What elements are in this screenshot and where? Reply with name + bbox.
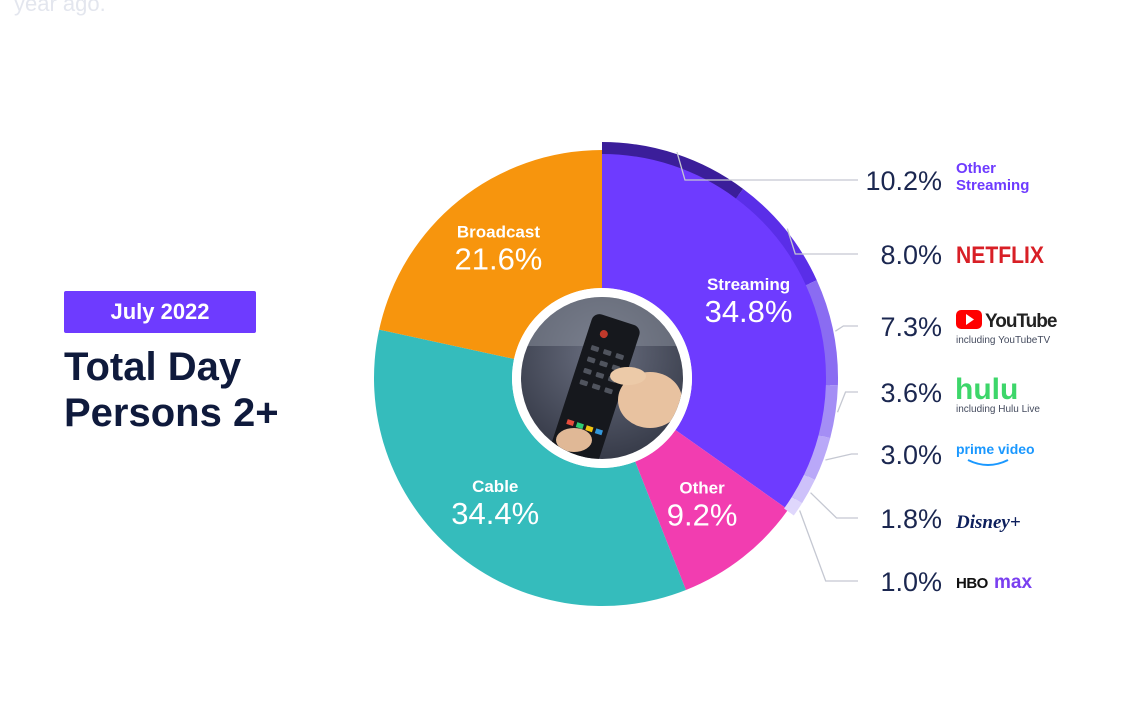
- slice-cable: [374, 329, 686, 606]
- legend-value-other-streaming: 10.2%: [865, 166, 942, 196]
- ring-segment-other-streaming: [602, 142, 744, 199]
- date-badge: July 2022: [64, 291, 256, 333]
- legend-label-other-streaming-1: Other: [956, 160, 996, 177]
- leader-line-prime-video: [825, 453, 858, 461]
- legend-value-prime-video: 3.0%: [880, 440, 942, 470]
- leader-line-disney: [810, 492, 858, 519]
- leader-line-other-streaming: [676, 151, 858, 181]
- leader-line-youtube: [834, 325, 858, 332]
- play-triangle-icon: [966, 314, 974, 325]
- slice-label-cable: Cable: [472, 477, 518, 496]
- slice-value-streaming: 34.8%: [705, 294, 793, 329]
- ring-segment-netflix: [735, 188, 817, 286]
- slice-streaming: [602, 150, 830, 510]
- ring-segment-disney: [791, 474, 815, 504]
- netflix-logo: NETFLIX: [956, 242, 1044, 269]
- youtube-wordmark: YouTube: [985, 311, 1057, 332]
- ring-segment-hulu: [818, 385, 838, 439]
- leader-line-hulu: [836, 391, 858, 413]
- slice-value-broadcast: 21.6%: [454, 242, 542, 277]
- page-title: Total Day Persons 2+: [64, 344, 279, 436]
- tv-remote-photo: [512, 288, 692, 468]
- slice-label-other: Other: [679, 478, 725, 497]
- legend-value-hbo-max: 1.0%: [880, 567, 942, 597]
- ring-segment-youtube: [805, 280, 838, 386]
- youtube-logo: YouTube: [956, 310, 1058, 332]
- hbo-wordmark: HBO: [956, 575, 989, 592]
- leader-line-hbo-max: [799, 510, 858, 582]
- slice-broadcast: [379, 150, 602, 359]
- slice-label-streaming: Streaming: [707, 275, 790, 294]
- legend-value-disney: 1.8%: [880, 504, 942, 534]
- slice-label-broadcast: Broadcast: [457, 223, 540, 242]
- faded-header-text: year ago.: [14, 0, 106, 16]
- ring-segment-prime-video: [804, 435, 831, 480]
- disney-plus-logo: Disney+: [955, 512, 1021, 533]
- title-line-1: Total Day: [64, 345, 242, 389]
- slice-other: [635, 429, 789, 590]
- hulu-sub-label: including Hulu Live: [956, 404, 1040, 415]
- slice-value-other: 9.2%: [667, 497, 738, 532]
- ring-segment-hbo-max: [784, 496, 803, 516]
- prime-smile-icon: [967, 459, 1009, 466]
- legend-value-netflix: 8.0%: [880, 240, 942, 270]
- legend-value-youtube: 7.3%: [880, 312, 942, 342]
- title-line-2: Persons 2+: [64, 391, 279, 435]
- prime-video-logo: prime video: [956, 441, 1035, 457]
- hbo-max-logo: HBO max: [956, 572, 1032, 593]
- legend-label-other-streaming-2: Streaming: [956, 177, 1029, 194]
- legend-value-hulu: 3.6%: [880, 378, 942, 408]
- max-wordmark: max: [994, 572, 1032, 593]
- youtube-sub-label: including YouTubeTV: [956, 335, 1050, 346]
- leader-line-netflix: [786, 228, 858, 255]
- slice-value-cable: 34.4%: [451, 496, 539, 531]
- hulu-logo: hulu: [955, 373, 1018, 406]
